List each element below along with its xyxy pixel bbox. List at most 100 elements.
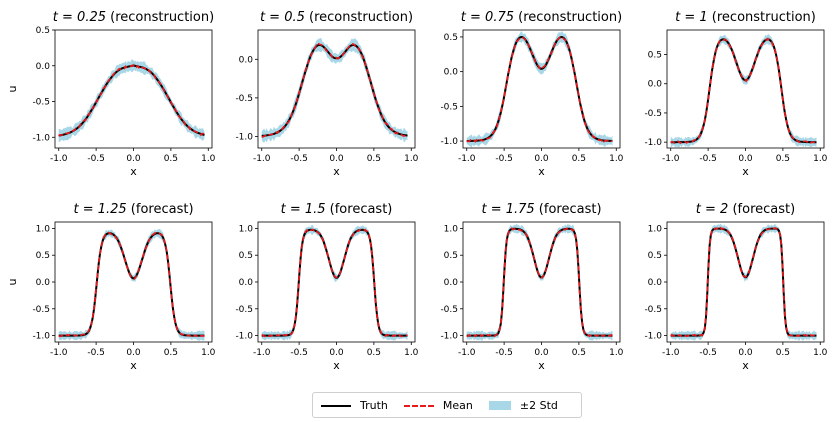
subplot-2: -1.0 -0.5 0.0 0.5 1.0 0.0 -0.5 -1.0 x t = 0.5 (re… [235,10,418,178]
axes-frame [666,221,825,343]
std-band [670,34,817,148]
x-tick-label: 1.0 [609,348,624,358]
std-band [261,224,408,341]
x-tick-label: 0.0 [738,348,753,358]
axes-frame [666,29,825,149]
subplot-title-time: t = 0.5 [260,10,305,25]
x-tick-label: -0.5 [87,154,105,164]
x-tick-label: 1.0 [813,154,828,164]
subplot-title-time: t = 0.75 [461,10,514,25]
subplot-title-kind: (forecast) [535,202,602,217]
x-tick-label: 0.0 [126,154,141,164]
x-tick-label: 1.0 [404,154,419,164]
subplot-title-kind: (reconstruction) [106,10,214,25]
figure-canvas: -1.0 -0.5 0.0 0.5 1.0 0.5 0.0 -0.5 -1.0 x u t = 0.2… [6,10,828,372]
subplot-4: -1.0 -0.5 0.0 0.5 1.0 0.5 0.0 -0.5 -1.0 x t = 1 (r… [644,10,827,178]
y-tick-label: -0.5 [32,305,50,315]
y-tick-label: -1.0 [32,133,50,143]
y-tick-label: 1.0 [648,224,663,234]
y-tick-label: 0.5 [36,26,50,36]
mean-line [58,63,206,137]
x-tick-label: 0.5 [572,348,586,358]
x-axis-label: x [130,359,137,372]
x-tick-label: -1.0 [253,154,271,164]
legend-std: ±2 Std [488,398,558,412]
mean-line [466,35,613,143]
subplot-8: -1.0 -0.5 0.0 0.5 1.0 1.0 0.5 0.0 -0.5 -1.0 x t = 2… [644,202,827,372]
subplot-title-time: t = 0.25 [53,10,106,25]
mean-line [58,231,205,338]
legend-mean-swatch [403,404,434,407]
y-tick-label: -1.0 [32,332,50,342]
subplot-title-time: t = 2 [696,202,729,217]
y-tick-label: -0.5 [440,305,458,315]
x-axis-label: x [538,165,545,178]
legend-mean: Mean [403,399,473,412]
subplot-5: -1.0 -0.5 0.0 0.5 1.0 1.0 0.5 0.0 -0.5 -1.0 x u t = … [6,202,216,372]
subplot-title-time: t = 1.75 [481,202,534,217]
x-tick-label: -0.5 [290,154,308,164]
y-tick-label: 1.0 [444,224,459,234]
std-band [466,30,613,148]
subplot-title: t = 1 (reconstruction) [675,10,816,25]
subplot-title-kind: (forecast) [728,202,795,217]
subplot-3: -1.0 -0.5 0.0 0.5 1.0 0.5 0.0 -0.5 -1.0 x t = 0.75… [440,10,623,178]
y-tick-label: -1.0 [440,137,458,147]
y-tick-label: -0.5 [644,305,662,315]
legend-truth: Truth [321,399,388,412]
axes-frame [462,221,621,343]
y-tick-label: 0.5 [648,251,662,261]
legend-truth-label: Truth [360,398,388,412]
x-axis-label: x [742,165,749,178]
y-tick-label: 0.0 [648,278,663,288]
subplot-title-kind: (reconstruction) [514,10,622,25]
x-tick-label: 1.0 [609,154,624,164]
y-tick-label: 0.0 [239,278,254,288]
subplot-title: t = 0.5 (reconstruction) [260,10,413,25]
x-tick-label: -0.5 [495,154,513,164]
y-tick-label: -1.0 [235,332,253,342]
subplot-7: -1.0 -0.5 0.0 0.5 1.0 1.0 0.5 0.0 -0.5 -1.0 x t = 1… [440,202,623,372]
x-axis-label: x [333,359,340,372]
y-tick-label: 0.5 [444,33,458,43]
y-tick-label: -1.0 [644,332,662,342]
x-tick-label: 1.0 [813,348,828,358]
y-tick-label: 0.5 [239,251,253,261]
truth-line [261,228,408,337]
y-tick-label: -1.0 [644,138,662,148]
y-tick-label: -0.5 [644,109,662,119]
x-tick-label: 0.5 [367,348,381,358]
x-tick-label: -0.5 [87,348,105,358]
subplot-title-time: t = 1.5 [281,202,326,217]
legend-std-swatch [488,400,511,410]
y-axis-label: u [6,279,19,286]
subplot-title-time: t = 1.25 [73,202,126,217]
subplot-title-time: t = 1 [675,10,708,25]
subplot-title-kind: (forecast) [326,202,393,217]
x-tick-label: 0.5 [776,154,790,164]
y-tick-label: -0.5 [235,305,253,315]
subplot-title: t = 0.75 (reconstruction) [461,10,622,25]
x-tick-label: -1.0 [662,348,680,358]
truth-line [670,38,817,144]
y-tick-label: 0.0 [36,62,51,72]
x-tick-label: 0.0 [329,154,344,164]
subplot-title-kind: (reconstruction) [305,10,413,25]
y-tick-label: 1.0 [36,224,51,234]
y-tick-label: -1.0 [235,132,253,142]
x-axis-label: x [538,359,545,372]
subplot-title-kind: (reconstruction) [708,10,816,25]
truth-line [466,227,613,337]
y-tick-label: 1.0 [239,224,254,234]
std-band [58,59,205,143]
y-axis-label: u [6,86,19,93]
std-band [58,228,205,341]
x-tick-label: 0.0 [126,348,141,358]
x-tick-label: -1.0 [50,154,68,164]
x-tick-label: -1.0 [458,348,476,358]
x-tick-label: 0.5 [776,348,790,358]
x-axis-label: x [333,165,340,178]
x-tick-label: 0.0 [534,154,549,164]
x-tick-label: 0.0 [329,348,344,358]
legend-std-label: ±2 Std [519,398,558,412]
